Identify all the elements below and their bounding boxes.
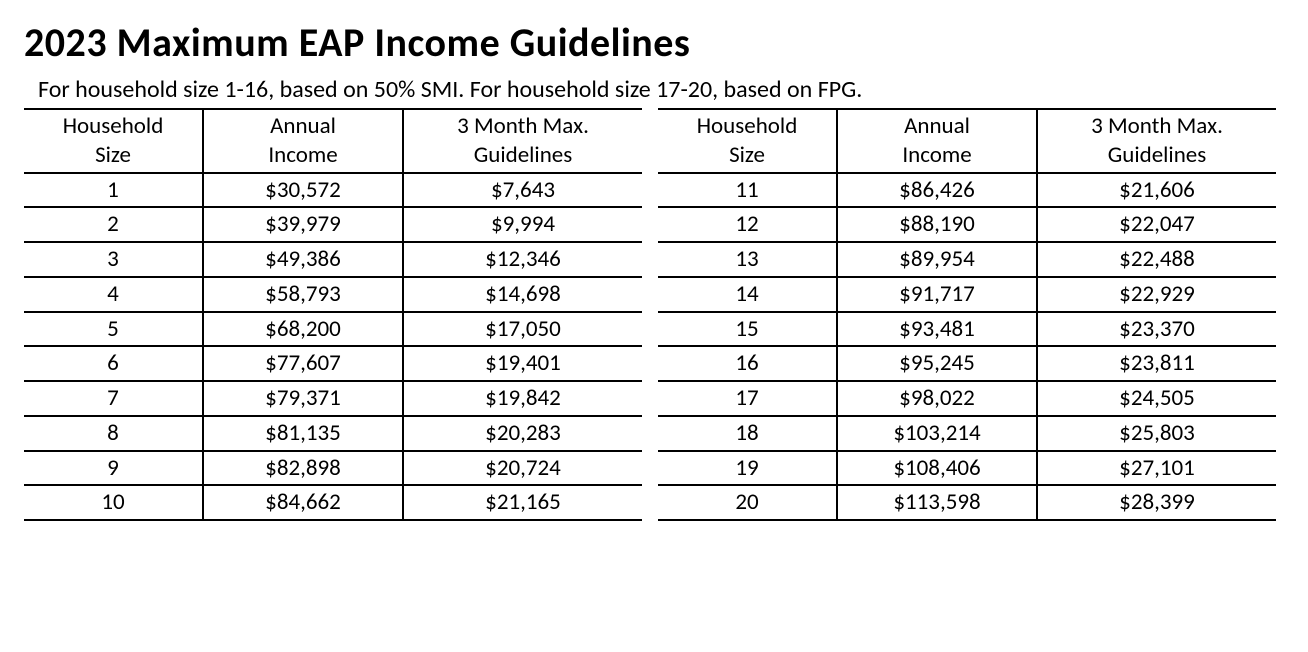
cell-household-size: 3	[24, 242, 203, 277]
cell-annual-income: $81,135	[203, 416, 403, 451]
cell-annual-income: $82,898	[203, 451, 403, 486]
table-row: 15$93,481$23,370	[658, 312, 1276, 347]
cell-annual-income: $86,426	[837, 173, 1037, 208]
cell-annual-income: $39,979	[203, 207, 403, 242]
cell-household-size: 20	[658, 485, 837, 520]
cell-three-month-max: $9,994	[403, 207, 642, 242]
table-row: 12$88,190$22,047	[658, 207, 1276, 242]
cell-household-size: 8	[24, 416, 203, 451]
cell-household-size: 5	[24, 312, 203, 347]
cell-three-month-max: $22,488	[1037, 242, 1276, 277]
table-body-right: 11$86,426$21,60612$88,190$22,04713$89,95…	[658, 173, 1276, 521]
col-header-annual: AnnualIncome	[837, 109, 1037, 173]
cell-household-size: 2	[24, 207, 203, 242]
cell-annual-income: $84,662	[203, 485, 403, 520]
cell-household-size: 10	[24, 485, 203, 520]
table-row: 6$77,607$19,401	[24, 346, 642, 381]
cell-three-month-max: $21,606	[1037, 173, 1276, 208]
cell-annual-income: $49,386	[203, 242, 403, 277]
tables-container: HouseholdSize AnnualIncome 3 Month Max.G…	[24, 108, 1284, 521]
col-header-size: HouseholdSize	[24, 109, 203, 173]
cell-annual-income: $30,572	[203, 173, 403, 208]
cell-annual-income: $103,214	[837, 416, 1037, 451]
table-row: 9$82,898$20,724	[24, 451, 642, 486]
cell-household-size: 19	[658, 451, 837, 486]
table-row: 4$58,793$14,698	[24, 277, 642, 312]
cell-household-size: 1	[24, 173, 203, 208]
page-subtitle: For household size 1-16, based on 50% SM…	[38, 75, 1284, 104]
table-row: 3$49,386$12,346	[24, 242, 642, 277]
col-header-annual: AnnualIncome	[203, 109, 403, 173]
table-row: 10$84,662$21,165	[24, 485, 642, 520]
cell-annual-income: $93,481	[837, 312, 1037, 347]
cell-household-size: 12	[658, 207, 837, 242]
cell-annual-income: $113,598	[837, 485, 1037, 520]
cell-three-month-max: $12,346	[403, 242, 642, 277]
page-title: 2023 Maximum EAP Income Guidelines	[24, 18, 1284, 67]
table-row: 19$108,406$27,101	[658, 451, 1276, 486]
cell-three-month-max: $14,698	[403, 277, 642, 312]
cell-annual-income: $79,371	[203, 381, 403, 416]
cell-household-size: 9	[24, 451, 203, 486]
cell-three-month-max: $19,842	[403, 381, 642, 416]
guidelines-table-left: HouseholdSize AnnualIncome 3 Month Max.G…	[24, 108, 642, 521]
cell-three-month-max: $17,050	[403, 312, 642, 347]
cell-annual-income: $95,245	[837, 346, 1037, 381]
col-header-month: 3 Month Max.Guidelines	[403, 109, 642, 173]
table-row: 16$95,245$23,811	[658, 346, 1276, 381]
col-header-month: 3 Month Max.Guidelines	[1037, 109, 1276, 173]
cell-three-month-max: $7,643	[403, 173, 642, 208]
table-row: 17$98,022$24,505	[658, 381, 1276, 416]
cell-three-month-max: $27,101	[1037, 451, 1276, 486]
table-row: 1$30,572$7,643	[24, 173, 642, 208]
cell-three-month-max: $20,724	[403, 451, 642, 486]
cell-household-size: 14	[658, 277, 837, 312]
cell-household-size: 17	[658, 381, 837, 416]
col-header-size: HouseholdSize	[658, 109, 837, 173]
table-row: 18$103,214$25,803	[658, 416, 1276, 451]
cell-three-month-max: $24,505	[1037, 381, 1276, 416]
cell-three-month-max: $21,165	[403, 485, 642, 520]
cell-three-month-max: $22,047	[1037, 207, 1276, 242]
cell-three-month-max: $22,929	[1037, 277, 1276, 312]
cell-household-size: 13	[658, 242, 837, 277]
cell-three-month-max: $25,803	[1037, 416, 1276, 451]
table-row: 7$79,371$19,842	[24, 381, 642, 416]
cell-three-month-max: $28,399	[1037, 485, 1276, 520]
table-row: 13$89,954$22,488	[658, 242, 1276, 277]
cell-household-size: 15	[658, 312, 837, 347]
cell-three-month-max: $23,370	[1037, 312, 1276, 347]
cell-annual-income: $77,607	[203, 346, 403, 381]
cell-annual-income: $98,022	[837, 381, 1037, 416]
guidelines-table-right: HouseholdSize AnnualIncome 3 Month Max.G…	[658, 108, 1276, 521]
table-row: 8$81,135$20,283	[24, 416, 642, 451]
table-row: 11$86,426$21,606	[658, 173, 1276, 208]
cell-household-size: 16	[658, 346, 837, 381]
cell-annual-income: $91,717	[837, 277, 1037, 312]
cell-annual-income: $108,406	[837, 451, 1037, 486]
cell-household-size: 4	[24, 277, 203, 312]
table-row: 20$113,598$28,399	[658, 485, 1276, 520]
cell-household-size: 7	[24, 381, 203, 416]
cell-three-month-max: $20,283	[403, 416, 642, 451]
cell-annual-income: $88,190	[837, 207, 1037, 242]
cell-household-size: 18	[658, 416, 837, 451]
cell-three-month-max: $19,401	[403, 346, 642, 381]
cell-household-size: 6	[24, 346, 203, 381]
cell-annual-income: $68,200	[203, 312, 403, 347]
cell-household-size: 11	[658, 173, 837, 208]
cell-three-month-max: $23,811	[1037, 346, 1276, 381]
table-row: 2$39,979$9,994	[24, 207, 642, 242]
cell-annual-income: $89,954	[837, 242, 1037, 277]
cell-annual-income: $58,793	[203, 277, 403, 312]
table-row: 14$91,717$22,929	[658, 277, 1276, 312]
table-row: 5$68,200$17,050	[24, 312, 642, 347]
table-body-left: 1$30,572$7,6432$39,979$9,9943$49,386$12,…	[24, 173, 642, 521]
